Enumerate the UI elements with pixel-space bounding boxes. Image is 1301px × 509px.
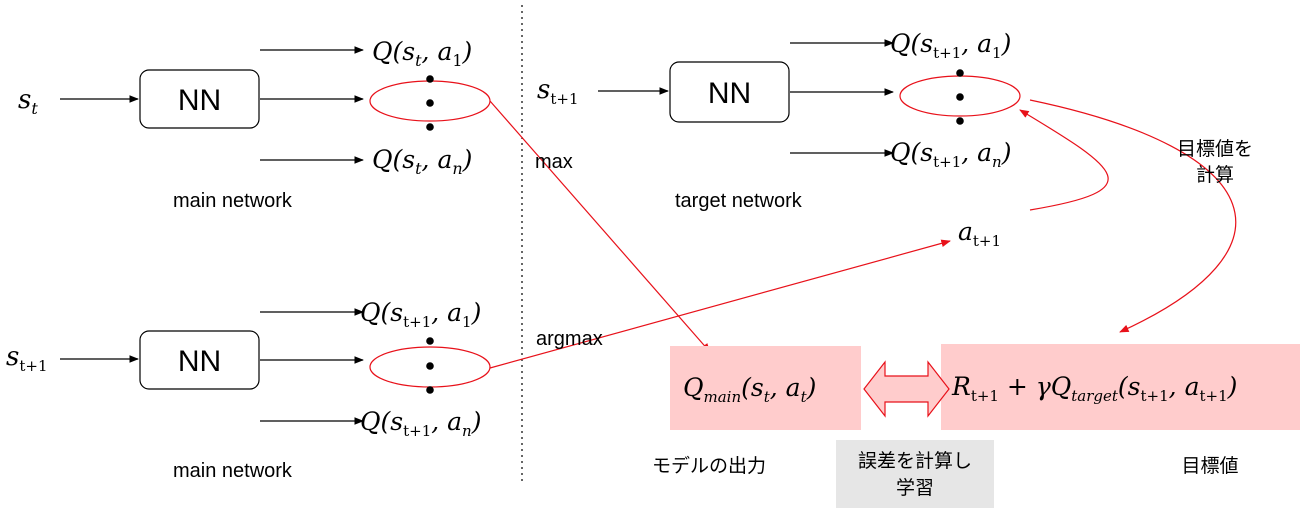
main-bottom-q-first: Q(st+1, a1) bbox=[360, 298, 481, 331]
main-bottom-dot bbox=[426, 386, 434, 394]
error-learn-box bbox=[836, 440, 994, 508]
target-dot bbox=[956, 69, 964, 77]
target-nn-box bbox=[669, 61, 790, 123]
target-value-box bbox=[941, 344, 1300, 430]
error-learn-label-line2: 学習 bbox=[896, 477, 934, 499]
main-top-q-last: Q(st, an) bbox=[372, 145, 472, 178]
main-top-nn-label: NN bbox=[178, 84, 221, 117]
main-top-dot bbox=[426, 75, 434, 83]
action-to-target-arrow bbox=[1019, 109, 1109, 211]
main-top-caption: main network bbox=[173, 190, 293, 212]
main-network-top: st NN Q(st, a1) Q(st, an) main network bbox=[18, 37, 491, 212]
action-label: at+1 bbox=[958, 217, 1001, 250]
main-bottom-dot bbox=[426, 362, 434, 370]
main-top-dot bbox=[426, 99, 434, 107]
main-bottom-dot bbox=[426, 337, 434, 345]
target-network: st+1 NN Q(st+1, a1) Q(st+1, an) target n… bbox=[537, 29, 1021, 212]
compute-target-label: 目標値を bbox=[1177, 138, 1253, 160]
main-top-input: st bbox=[18, 85, 38, 118]
compute-target-label-line2: 計算 bbox=[1196, 164, 1234, 186]
target-q-first: Q(st+1, a1) bbox=[890, 29, 1011, 62]
main-top-q-first: Q(st, a1) bbox=[372, 37, 472, 70]
main-top-nn-box bbox=[139, 69, 260, 129]
main-top-dot bbox=[426, 123, 434, 131]
target-nn-label: NN bbox=[708, 77, 751, 110]
main-bottom-caption: main network bbox=[173, 460, 293, 482]
compute-target-arrow bbox=[1029, 99, 1237, 333]
target-value-expression: Rt+1 + γQtarget(st+1, at+1) bbox=[951, 372, 1237, 405]
target-input: st+1 bbox=[537, 75, 578, 108]
q-main-expression: Qmain(st, at) bbox=[683, 373, 816, 406]
max-connector-arrow bbox=[489, 100, 711, 353]
main-network-bottom: st+1 NN Q(st+1, a1) Q(st+1, an) main net… bbox=[6, 298, 491, 482]
target-q-last: Q(st+1, an) bbox=[890, 138, 1011, 171]
main-bottom-nn-box bbox=[139, 330, 260, 390]
argmax-label: argmax bbox=[536, 328, 603, 350]
error-learn-label: 誤差を計算し bbox=[858, 450, 972, 472]
main-bottom-nn-label: NN bbox=[178, 345, 221, 378]
model-output-label: モデルの出力 bbox=[652, 455, 766, 477]
main-bottom-q-last: Q(st+1, an) bbox=[360, 407, 481, 440]
target-caption: target network bbox=[675, 190, 803, 212]
max-label: max bbox=[535, 151, 573, 173]
argmax-connector-arrow bbox=[489, 239, 951, 369]
target-dot bbox=[956, 93, 964, 101]
target-dot bbox=[956, 117, 964, 125]
model-output-box bbox=[670, 346, 861, 430]
error-double-arrow-icon bbox=[863, 360, 950, 418]
main-bottom-input: st+1 bbox=[6, 342, 47, 375]
target-value-label: 目標値 bbox=[1181, 455, 1238, 477]
